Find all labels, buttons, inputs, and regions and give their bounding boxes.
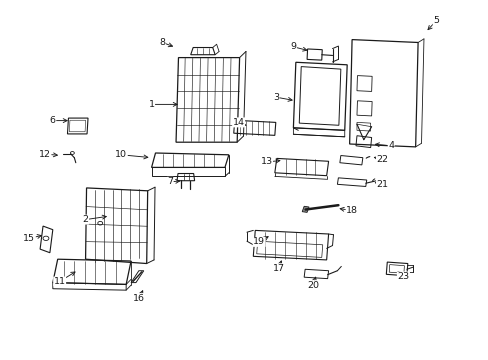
- Text: 15: 15: [23, 234, 35, 243]
- Text: 14: 14: [232, 118, 244, 127]
- Text: 2: 2: [82, 215, 88, 224]
- Text: 16: 16: [133, 294, 145, 302]
- Text: 19: 19: [253, 238, 264, 246]
- Text: 1: 1: [148, 100, 154, 109]
- Text: 17: 17: [272, 264, 284, 273]
- Text: 13: 13: [260, 157, 272, 166]
- Text: 3: 3: [273, 93, 279, 102]
- Text: 5: 5: [432, 16, 438, 25]
- Text: 9: 9: [290, 42, 296, 51]
- Text: 6: 6: [50, 116, 56, 125]
- Polygon shape: [302, 206, 308, 212]
- Text: 7: 7: [167, 177, 173, 186]
- Text: 20: 20: [306, 281, 318, 289]
- Text: 10: 10: [115, 150, 127, 159]
- Text: 11: 11: [54, 277, 65, 286]
- Text: 12: 12: [39, 150, 51, 158]
- Text: 23: 23: [397, 272, 408, 281]
- Text: 21: 21: [376, 180, 387, 189]
- Text: 8: 8: [159, 38, 165, 47]
- Text: 22: 22: [376, 154, 387, 163]
- Text: 4: 4: [387, 141, 393, 150]
- Text: 18: 18: [346, 206, 357, 215]
